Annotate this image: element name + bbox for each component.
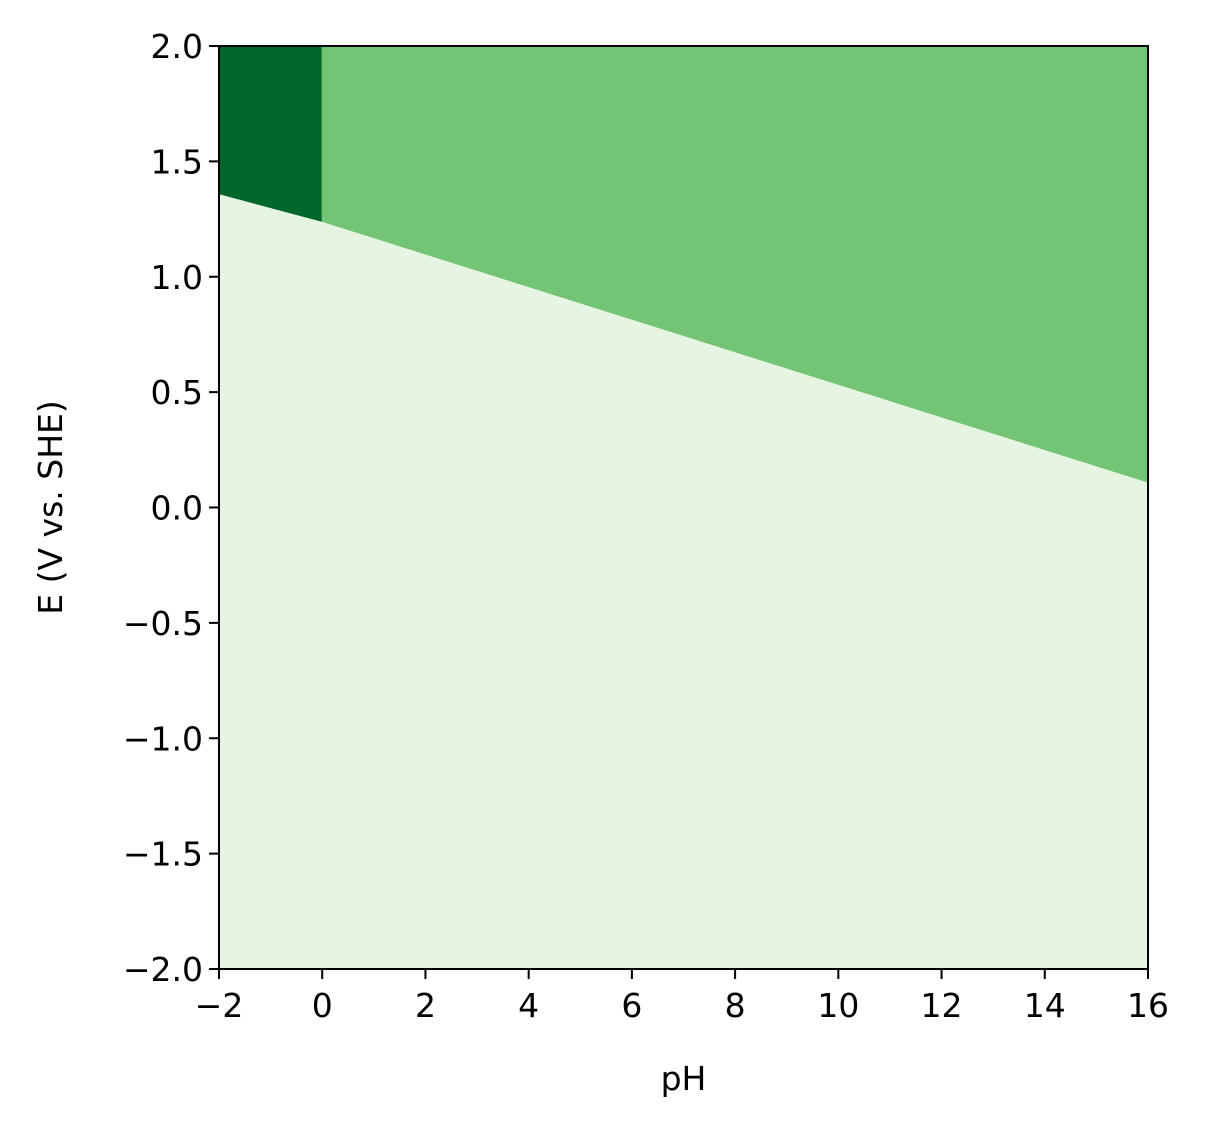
x-tick-label: 16 <box>1127 986 1169 1025</box>
y-tick-label: −1.5 <box>123 835 203 874</box>
x-tick-label: 12 <box>921 986 963 1025</box>
y-axis: −2.0 −1.5 −1.0 −0.5 0.0 0.5 1.0 1.5 2.0 <box>123 27 219 989</box>
region-upper-left <box>218 45 323 223</box>
y-tick-label: 0.5 <box>151 373 203 412</box>
x-axis-label: pH <box>661 1059 707 1098</box>
x-tick-label: −2 <box>195 986 244 1025</box>
y-tick-label: 1.5 <box>151 142 203 181</box>
x-tick-label: 2 <box>415 986 436 1025</box>
x-tick-label: 8 <box>725 986 746 1025</box>
y-tick-label: −0.5 <box>123 604 203 643</box>
x-tick-label: 6 <box>621 986 642 1025</box>
y-tick-label: −1.0 <box>123 719 203 758</box>
y-tick-label: 0.0 <box>151 489 203 528</box>
y-tick-label: −2.0 <box>123 950 203 989</box>
y-axis-label: E (V vs. SHE) <box>31 400 70 614</box>
y-tick-label: 1.0 <box>151 258 203 297</box>
x-tick-label: 10 <box>817 986 859 1025</box>
x-tick-label: 14 <box>1024 986 1066 1025</box>
chart-regions <box>218 45 1149 970</box>
y-tick-label: 2.0 <box>151 27 203 66</box>
x-tick-label: 0 <box>312 986 333 1025</box>
x-axis: −2 0 2 4 6 8 10 12 14 16 <box>195 969 1169 1025</box>
x-tick-label: 4 <box>518 986 539 1025</box>
